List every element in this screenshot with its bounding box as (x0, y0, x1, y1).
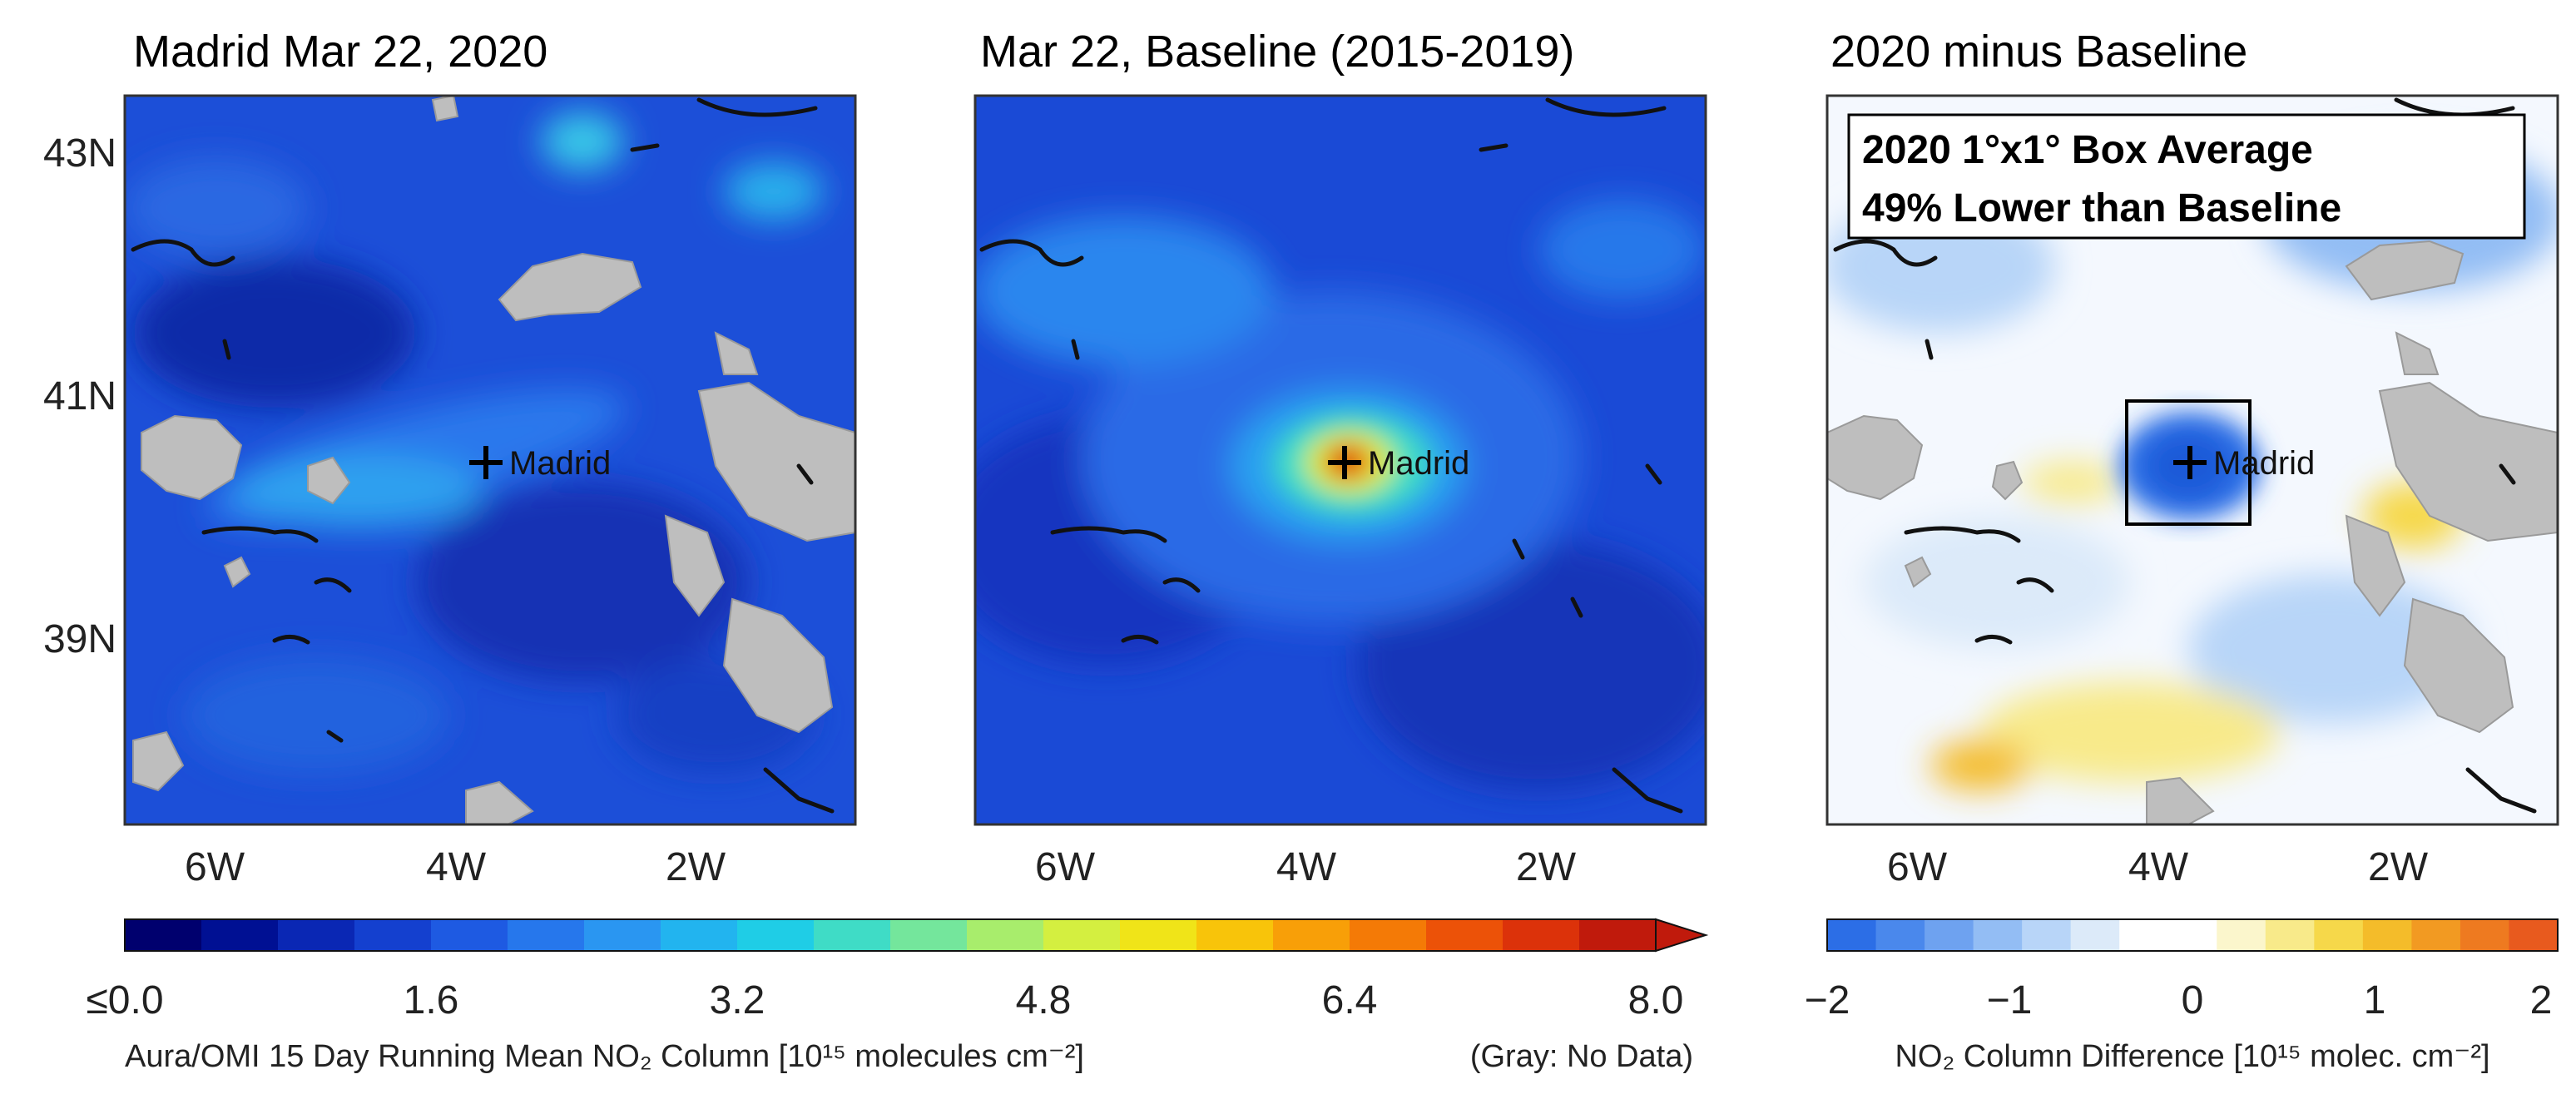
panel-title-2020: Madrid Mar 22, 2020 (133, 27, 547, 77)
city-marker-2020: Madrid (469, 445, 611, 482)
no2-field-2020 (125, 96, 855, 824)
colorbar-main-swatch (967, 919, 1044, 951)
lon-tick-6w-p3: 6W (1887, 845, 1948, 889)
colorbar-main-swatch (1350, 919, 1427, 951)
lon-tick-4w-p3: 4W (2128, 845, 2189, 889)
city-label-2020: Madrid (509, 445, 611, 482)
colorbar-difference-swatch (2070, 919, 2120, 951)
cb-main-tick-2: 3.2 (710, 978, 765, 1022)
city-marker-baseline: Madrid (1328, 445, 1469, 482)
colorbar-difference-swatch (1875, 919, 1925, 951)
lon-tick-6w-p2: 6W (1035, 845, 1096, 889)
colorbar-difference-swatch (2217, 919, 2266, 951)
cb-diff-label: NO₂ Column Difference [10¹⁵ molec. cm⁻²] (1895, 1039, 2489, 1074)
cb-diff-tick-3: 1 (2364, 978, 2386, 1022)
cb-main-tick-4: 6.4 (1322, 978, 1378, 1022)
colorbar-main-swatch (1503, 919, 1580, 951)
colorbar-difference-swatch (2265, 919, 2315, 951)
colorbar-main-swatch (737, 919, 815, 951)
box-average-region (2125, 399, 2252, 526)
cb-diff-tick-1: −1 (1987, 978, 2033, 1022)
annotation-box: 2020 1°x1° Box Average 49% Lower than Ba… (1847, 113, 2526, 240)
colorbar-main-swatch (1426, 919, 1503, 951)
lon-tick-2w-p3: 2W (2368, 845, 2429, 889)
colorbar-difference-swatch (1973, 919, 2023, 951)
colorbar-difference-swatch (2362, 919, 2412, 951)
colorbar-main-swatch (890, 919, 968, 951)
colorbar-main-swatch (661, 919, 738, 951)
colorbar-main-swatch (431, 919, 508, 951)
latitude-axis: 43N 41N 39N (43, 131, 116, 661)
colorbar-main-swatch (814, 919, 891, 951)
city-label-difference: Madrid (2213, 445, 2315, 482)
no2-field-baseline (975, 96, 1706, 824)
lon-tick-2w-p1: 2W (666, 845, 726, 889)
colorbar-main-swatch (508, 919, 585, 951)
colorbar-difference-swatches (1827, 919, 2559, 951)
colorbar-difference-swatch (2509, 919, 2559, 951)
panel-difference: 2020 minus Baseline (1825, 27, 2559, 826)
colorbar-difference-swatch (1827, 919, 1877, 951)
panel-title-difference: 2020 minus Baseline (1830, 27, 2247, 77)
annotation-line-1: 2020 1°x1° Box Average (1862, 128, 2313, 172)
cb-diff-tick-2: 0 (2182, 978, 2204, 1022)
colorbar-main-swatch (1043, 919, 1121, 951)
colorbar-main-swatch (1579, 919, 1657, 951)
coastlines-2020 (131, 97, 835, 814)
lat-tick-41n: 41N (43, 374, 116, 418)
colorbar-main-swatch (125, 919, 202, 951)
lon-tick-4w-p1: 4W (426, 845, 487, 889)
colorbar-main-swatches (125, 919, 1657, 951)
cb-main-note: (Gray: No Data) (1470, 1039, 1693, 1074)
city-marker-difference: Madrid (2173, 445, 2315, 482)
colorbar-difference-swatch (2314, 919, 2364, 951)
colorbar-difference-swatch (1925, 919, 1974, 951)
colorbar-difference-swatch (2119, 919, 2169, 951)
cb-main-tick-1: 1.6 (404, 978, 459, 1022)
longitude-axis: 6W 4W 2W 6W 4W 2W 6W 4W 2W (185, 845, 2429, 889)
colorbar-main: ≤0.0 1.6 3.2 4.8 6.4 8.0 Aura/OMI 15 Day… (86, 918, 1709, 1074)
cb-diff-tick-0: −2 (1805, 978, 1850, 1022)
colorbar-main-swatch (278, 919, 355, 951)
colorbar-main-swatch (1273, 919, 1350, 951)
colorbar-main-swatch (201, 919, 279, 951)
cb-main-label: Aura/OMI 15 Day Running Mean NO₂ Column … (125, 1039, 1084, 1074)
colorbar-difference-swatch (2022, 919, 2072, 951)
coastlines-baseline (979, 97, 1683, 814)
no-data-patches-2020 (132, 96, 855, 824)
colorbar-main-swatch (584, 919, 661, 951)
colorbar-difference-swatch (2460, 919, 2510, 951)
lon-tick-2w-p2: 2W (1516, 845, 1577, 889)
cb-main-tick-0: ≤0.0 (86, 978, 163, 1022)
lat-tick-43n: 43N (43, 131, 116, 176)
colorbar-difference: −2 −1 0 1 2 NO₂ Column Difference [10¹⁵ … (1805, 918, 2559, 1074)
panel-baseline: Mar 22, Baseline (2015-2019) (973, 27, 1707, 826)
no-data-patches-difference (1827, 240, 2558, 824)
colorbar-main-overflow-arrow (1655, 918, 1709, 953)
colorbar-difference-swatch (2167, 919, 2217, 951)
city-label-baseline: Madrid (1368, 445, 1469, 482)
cb-main-tick-5: 8.0 (1628, 978, 1684, 1022)
cb-main-tick-3: 4.8 (1016, 978, 1072, 1022)
lon-tick-4w-p2: 4W (1276, 845, 1337, 889)
colorbar-main-swatch (354, 919, 432, 951)
lat-tick-39n: 39N (43, 617, 116, 661)
annotation-line-2: 49% Lower than Baseline (1862, 186, 2341, 230)
lon-tick-6w-p1: 6W (185, 845, 245, 889)
colorbar-difference-swatch (2411, 919, 2461, 951)
cb-diff-tick-4: 2 (2530, 978, 2553, 1022)
panel-2020: Madrid Mar 22, 2020 (123, 27, 857, 826)
panel-title-baseline: Mar 22, Baseline (2015-2019) (980, 27, 1574, 77)
colorbar-main-swatch (1120, 919, 1197, 951)
colorbar-main-swatch (1196, 919, 1274, 951)
